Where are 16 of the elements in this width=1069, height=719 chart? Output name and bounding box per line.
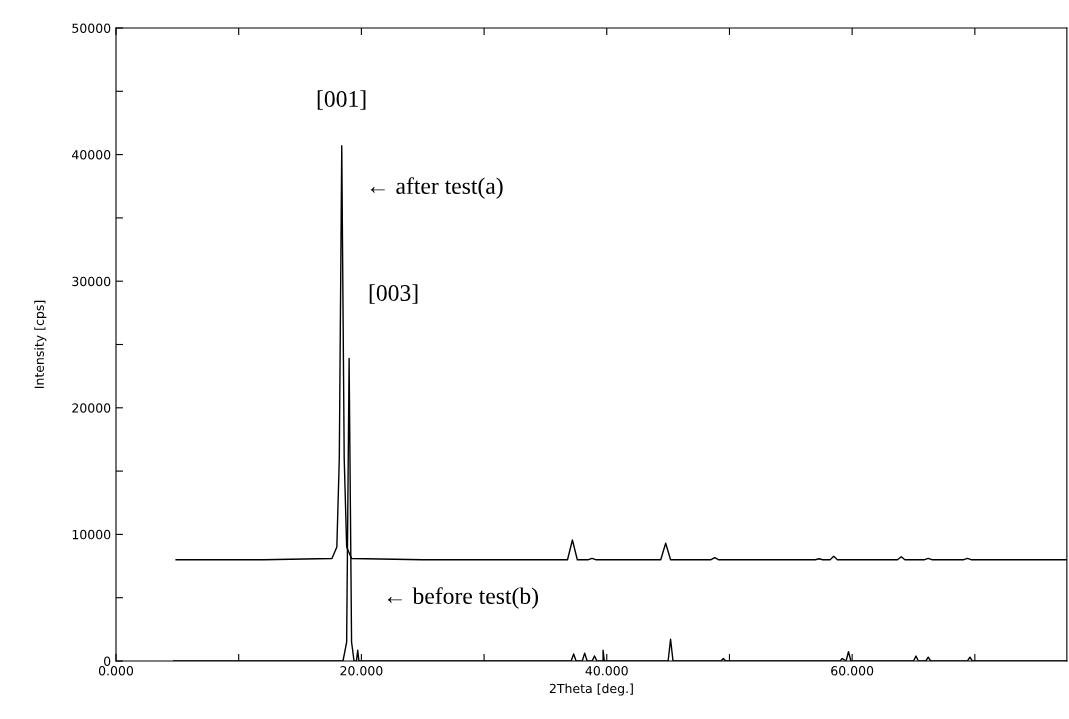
y-tick-label: 10000: [72, 529, 111, 540]
x-tick-label: 20.000: [340, 666, 383, 676]
x-tick-label: 40.000: [585, 666, 628, 676]
x-tick-label: 60.000: [831, 666, 874, 676]
y-tick-label: 30000: [72, 276, 111, 287]
annotation: [001]: [317, 90, 366, 110]
y-tick-label: 0: [104, 656, 111, 666]
annotation: ← before test(b): [387, 587, 538, 609]
y-axis-title: Intensity [cps]: [34, 300, 47, 388]
x-tick-label: 0.000: [98, 666, 134, 676]
annotation: [003]: [369, 284, 418, 304]
x-axis-title: 2Theta [deg.]: [549, 683, 633, 696]
y-tick-label: 50000: [72, 23, 111, 33]
y-tick-label: 40000: [71, 150, 111, 160]
annotation: ← after test(a): [370, 177, 503, 199]
y-tick-label: 20000: [72, 403, 111, 413]
